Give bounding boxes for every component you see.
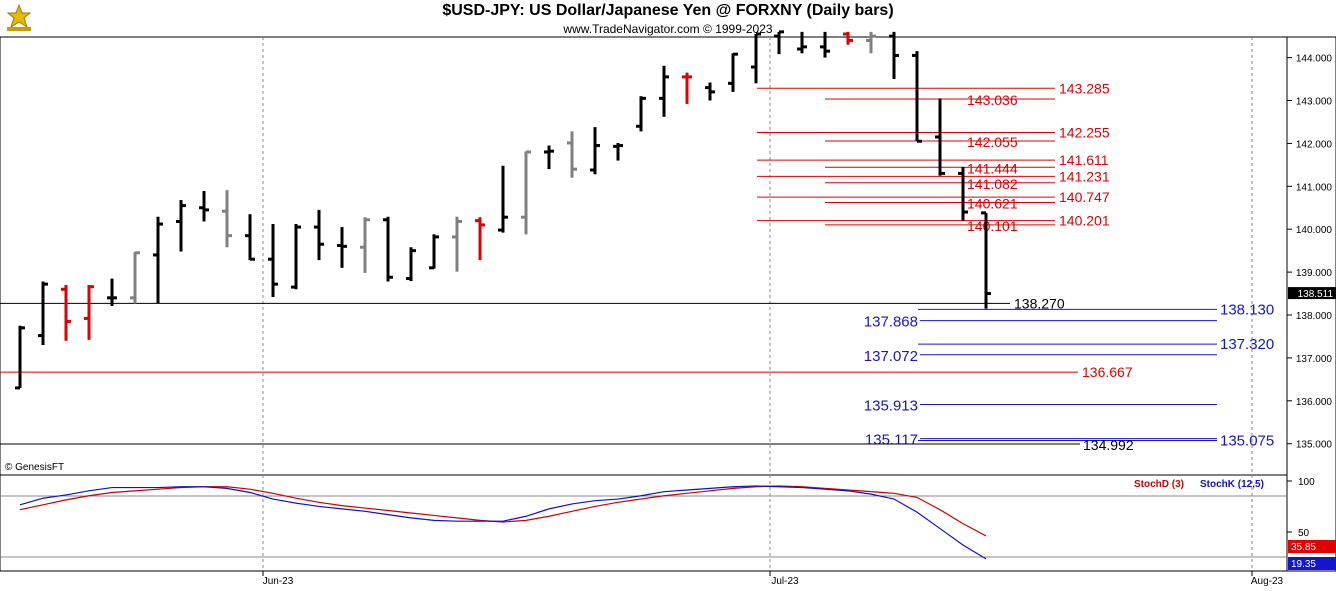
- copyright-label: © GenesisFT: [5, 462, 65, 473]
- x-tick-label: Aug-23: [1251, 576, 1284, 587]
- price-level-label: 134.992: [1083, 437, 1134, 453]
- trade-navigator-logo-icon: [3, 3, 35, 33]
- stoch-legend-k: StochK (12,5): [1200, 479, 1264, 490]
- stoch-y-tick-label: 100: [1298, 477, 1315, 488]
- price-level-label: 141.444: [967, 160, 1018, 176]
- price-level-label: 137.868: [864, 314, 918, 331]
- stoch-k-value: 19.35: [1291, 559, 1316, 570]
- x-tick-label: Jun-23: [263, 576, 294, 587]
- chart-subtitle: www.TradeNavigator.com © 1999-2023: [563, 22, 773, 36]
- last-price-badge: [1288, 287, 1336, 300]
- y-tick-label: 139.000: [1296, 268, 1333, 279]
- price-level-label: 140.621: [967, 196, 1018, 212]
- stoch-y-tick-label: 50: [1298, 528, 1310, 539]
- y-tick-label: 135.000: [1296, 440, 1333, 451]
- y-tick-label: 138.000: [1296, 311, 1333, 322]
- price-level-label: 138.130: [1220, 301, 1274, 318]
- price-level-label: 137.072: [864, 348, 918, 365]
- y-tick-label: 141.000: [1296, 182, 1333, 193]
- price-level-label: 143.285: [1059, 80, 1110, 96]
- stoch-k-badge: [1288, 557, 1336, 570]
- stoch-d-value: 35.85: [1291, 542, 1316, 553]
- y-tick-label: 143.000: [1296, 97, 1333, 108]
- chart-title: $USD-JPY: US Dollar/Japanese Yen @ FORXN…: [442, 2, 894, 19]
- stochk-line: [19, 485, 987, 560]
- price-level-label: 135.913: [864, 398, 918, 415]
- plot-frame: [0, 36, 1288, 572]
- stoch-legend-d: StochD (3): [1134, 479, 1184, 490]
- price-level-label: 135.075: [1220, 432, 1274, 449]
- price-level-label: 137.320: [1220, 336, 1274, 353]
- price-level-label: 141.611: [1059, 152, 1109, 168]
- y-tick-label: 142.000: [1296, 139, 1333, 150]
- y-tick-label: 137.000: [1296, 354, 1333, 365]
- price-level-label: 141.082: [967, 176, 1018, 192]
- stochd-line: [19, 485, 987, 537]
- y-axis-panel: [1286, 36, 1336, 572]
- y-tick-label: 144.000: [1296, 54, 1333, 65]
- price-level-label: 140.201: [1059, 213, 1110, 229]
- stoch-d-badge: [1288, 540, 1336, 553]
- price-level-label: 141.231: [1059, 168, 1110, 184]
- y-tick-label: 140.000: [1296, 225, 1333, 236]
- price-level-label: 135.117: [865, 432, 918, 449]
- price-level-label: 140.101: [967, 218, 1018, 234]
- price-level-label: 142.255: [1059, 124, 1110, 140]
- x-tick-label: Jul-23: [771, 576, 799, 587]
- price-level-label: 138.270: [1014, 295, 1065, 311]
- price-level-label: 142.055: [967, 134, 1018, 150]
- price-level-label: 143.036: [967, 92, 1018, 108]
- price-level-label: 140.747: [1059, 189, 1110, 205]
- last-price-label: 138.511: [1298, 289, 1334, 300]
- y-tick-label: 136.000: [1296, 397, 1333, 408]
- price-level-label: 136.667: [1082, 364, 1133, 380]
